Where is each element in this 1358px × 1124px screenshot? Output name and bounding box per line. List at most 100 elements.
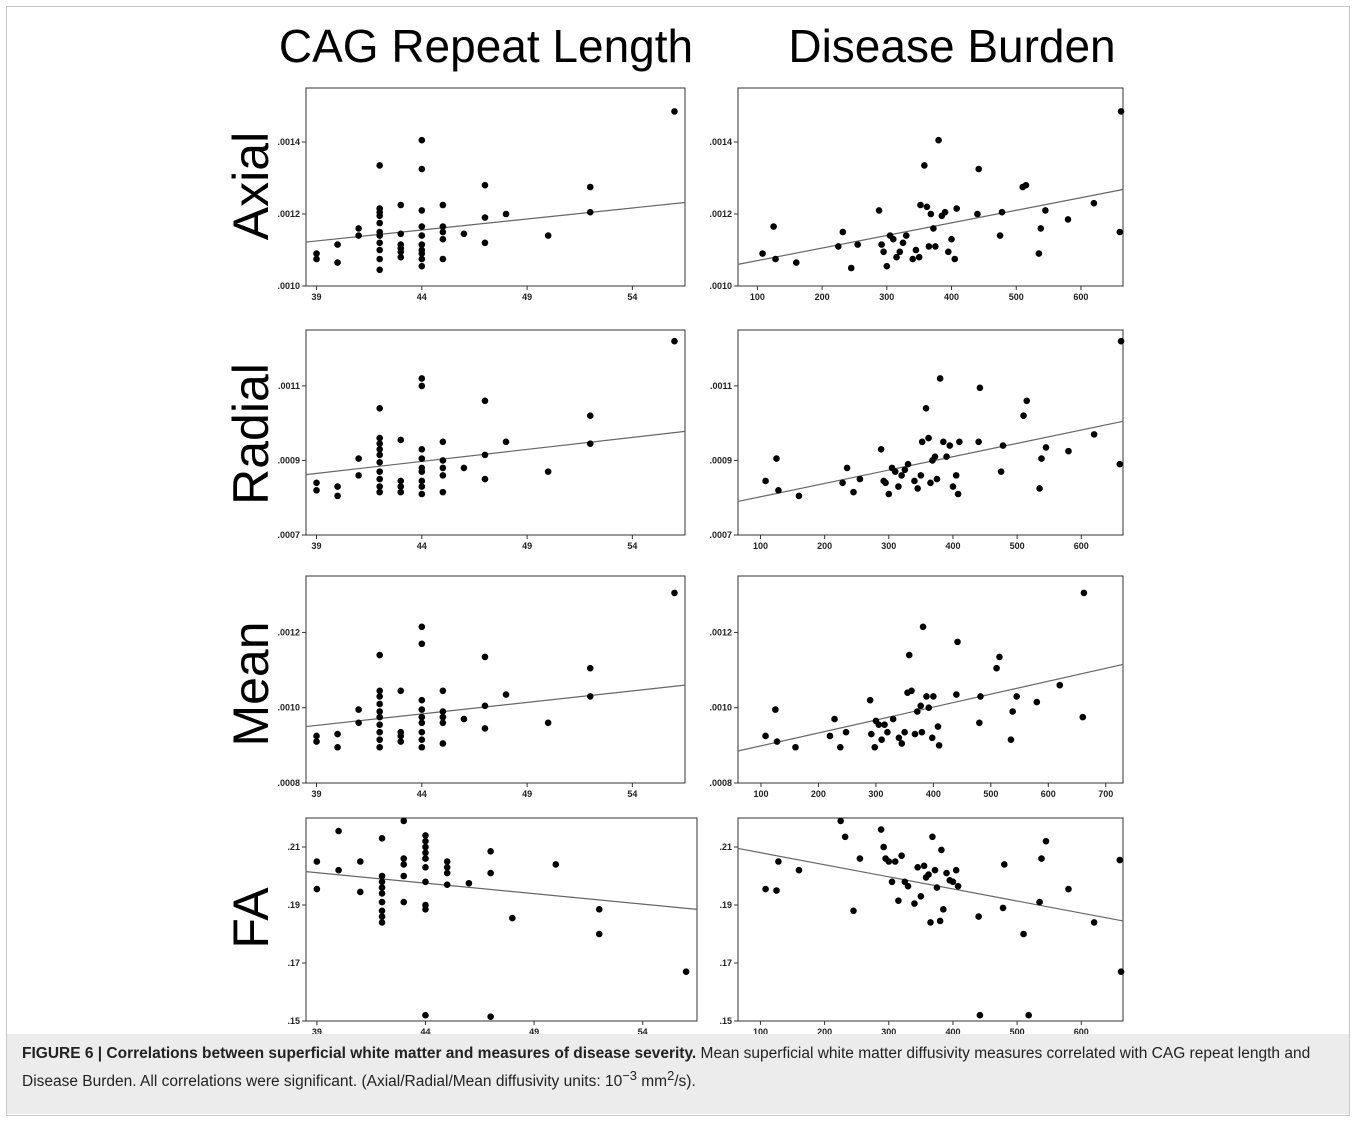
x-tick-label: 200 — [811, 789, 826, 799]
data-point — [439, 687, 447, 695]
data-point — [439, 719, 447, 727]
row-title-axial: Axial — [223, 132, 279, 240]
data-point — [881, 721, 888, 728]
data-point — [842, 728, 850, 736]
data-point — [378, 890, 386, 897]
data-point — [586, 412, 594, 420]
data-point — [397, 477, 405, 485]
data-point — [977, 693, 984, 700]
y-tick-label: .0007 — [277, 530, 300, 540]
x-tick-label: 100 — [750, 292, 765, 302]
data-point — [586, 693, 594, 700]
data-point — [773, 887, 780, 894]
data-point — [880, 248, 887, 256]
y-tick-label: .0011 — [278, 381, 300, 391]
data-point — [418, 743, 426, 751]
data-point — [772, 706, 779, 713]
data-point — [502, 691, 510, 698]
data-point — [418, 728, 426, 736]
y-tick-label: .0010 — [709, 703, 732, 713]
data-point — [946, 442, 954, 449]
data-point — [313, 885, 321, 893]
data-point — [544, 468, 552, 475]
data-point — [418, 223, 426, 230]
data-point — [439, 438, 447, 446]
data-point — [586, 440, 594, 447]
data-point — [915, 253, 923, 261]
data-point — [917, 702, 925, 710]
data-point — [921, 162, 928, 169]
plot-frame — [305, 329, 686, 536]
data-point — [938, 846, 945, 854]
data-point — [355, 719, 362, 727]
data-point — [400, 855, 408, 862]
data-point — [954, 490, 962, 498]
data-point — [953, 691, 960, 698]
data-point — [439, 708, 447, 715]
data-point — [976, 384, 984, 392]
data-point — [418, 455, 426, 462]
data-point — [376, 205, 383, 212]
data-point — [889, 715, 897, 723]
data-point — [759, 250, 766, 257]
y-tick-label: .0009 — [277, 455, 300, 465]
y-tick-label: .0008 — [709, 778, 732, 788]
data-point — [901, 728, 908, 736]
data-point — [355, 225, 362, 232]
y-tick-label: .0007 — [709, 530, 732, 540]
data-point — [933, 475, 941, 483]
data-point — [378, 835, 386, 842]
data-point — [908, 687, 915, 695]
data-point — [927, 919, 934, 926]
data-point — [954, 882, 962, 890]
data-point — [418, 241, 426, 248]
data-point — [460, 230, 468, 238]
x-tick-label: 600 — [1073, 292, 1088, 302]
data-point — [775, 486, 782, 494]
data-point — [878, 736, 885, 744]
data-point — [909, 255, 917, 263]
data-point — [949, 483, 957, 490]
data-point — [1042, 837, 1050, 845]
data-point — [376, 483, 383, 490]
y-tick-label: .0014 — [277, 137, 300, 147]
data-point — [397, 728, 405, 736]
data-point — [422, 837, 429, 845]
data-point — [1090, 199, 1098, 207]
data-point — [913, 708, 921, 715]
data-point — [487, 1013, 494, 1020]
data-point — [943, 869, 950, 877]
data-point — [773, 455, 780, 462]
x-tick-label: 54 — [627, 541, 637, 551]
data-point — [378, 898, 386, 906]
data-point — [999, 442, 1007, 449]
data-point — [376, 736, 383, 744]
data-point — [911, 900, 918, 907]
x-tick-label: 500 — [983, 789, 998, 799]
data-point — [418, 207, 426, 214]
row-title-fa: FA — [223, 887, 279, 949]
data-point — [487, 848, 494, 855]
data-point — [944, 248, 952, 256]
data-point — [882, 479, 889, 487]
data-point — [376, 219, 383, 227]
y-tick-label: .21 — [719, 842, 732, 852]
x-tick-label: 500 — [1010, 1027, 1025, 1034]
data-point — [460, 715, 468, 723]
data-point — [943, 453, 950, 461]
data-point — [931, 453, 939, 461]
data-point — [422, 1011, 429, 1019]
data-point — [1065, 447, 1072, 455]
y-tick-label: .0008 — [277, 778, 300, 788]
data-point — [902, 232, 910, 239]
regression-line — [305, 684, 686, 728]
caption-body: Mean superficial white matter diffusivit… — [22, 1045, 1311, 1091]
data-point — [376, 713, 383, 721]
data-point — [904, 882, 912, 890]
data-point — [949, 878, 957, 886]
data-point — [927, 479, 934, 487]
plot-frame — [305, 575, 686, 784]
data-point — [460, 464, 468, 472]
data-point — [891, 858, 899, 865]
